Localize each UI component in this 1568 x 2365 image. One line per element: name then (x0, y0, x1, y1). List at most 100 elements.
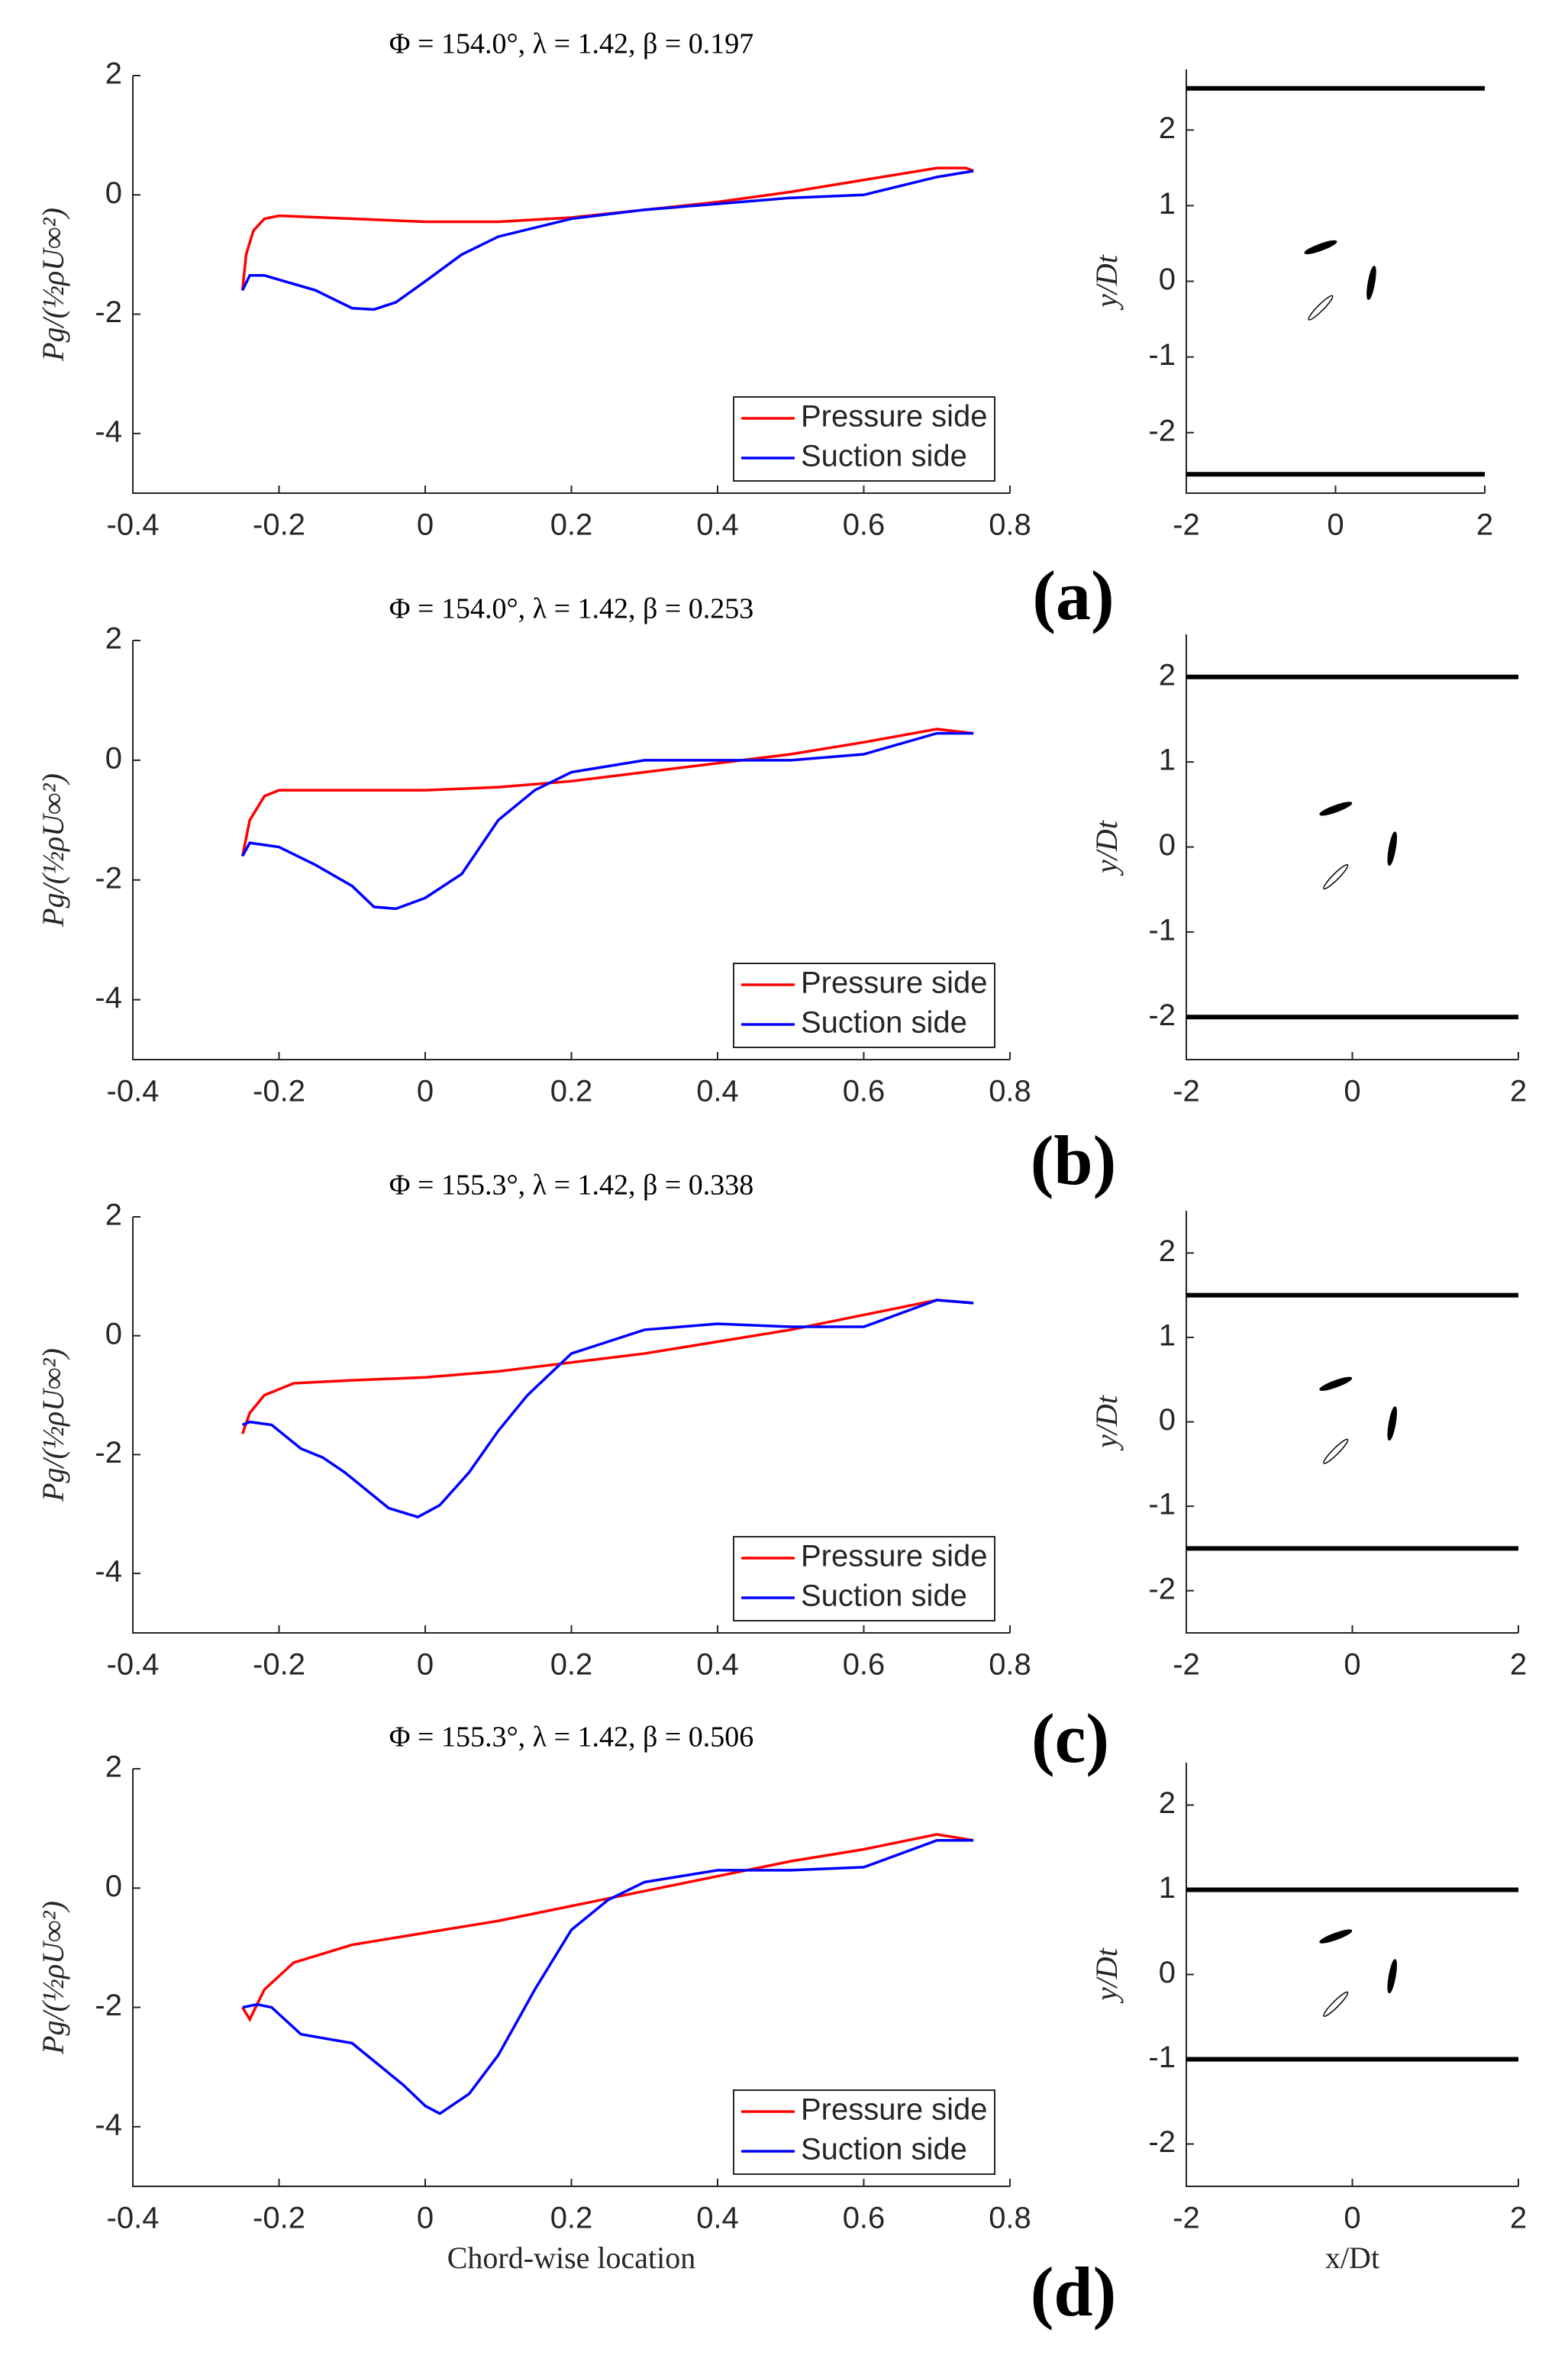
y-tick-label: 2 (105, 57, 122, 91)
y-tick-label: 0 (1159, 1956, 1176, 1989)
x-tick-label: -2 (1173, 2202, 1200, 2235)
y-tick-label: 1 (1159, 744, 1176, 777)
x-tick-label: -0.4 (107, 2202, 160, 2235)
y-axis-label: Pg/(½ρU∞²) (36, 773, 70, 928)
y-tick-label: -2 (95, 1436, 122, 1470)
y-tick-label: -1 (1148, 1488, 1176, 1521)
x-tick-label: -2 (1173, 1075, 1200, 1108)
x-tick-label: -0.2 (253, 1075, 305, 1108)
x-tick-label: 2 (1510, 1075, 1527, 1108)
x-axis-label: Chord-wise location (447, 2241, 696, 2275)
blade (1319, 1376, 1353, 1391)
y-tick-label: 0 (105, 1870, 122, 1903)
x-tick-label: 0.6 (843, 508, 886, 542)
x-tick-label: 0.6 (843, 1075, 886, 1108)
y-axis-label: Pg/(½ρU∞²) (36, 208, 70, 362)
chart-title: Φ = 154.0°, λ = 1.42, β = 0.197 (389, 28, 754, 60)
blade (1323, 1991, 1349, 2017)
x-tick-label: 2 (1510, 2202, 1527, 2235)
x-tick-label: -2 (1173, 1648, 1200, 1682)
axis-frame (1186, 634, 1518, 1060)
y-tick-label: -4 (95, 1555, 122, 1589)
legend-box (733, 1536, 995, 1621)
legend-box (733, 963, 995, 1048)
y-tick-label: 1 (1159, 1318, 1176, 1352)
blade (1387, 1959, 1397, 1994)
series-line (242, 1839, 974, 2115)
y-tick-label: -2 (1148, 2125, 1176, 2159)
y-tick-label: -2 (95, 861, 122, 895)
x-tick-label: 0.2 (550, 1075, 593, 1108)
series-line (241, 1299, 974, 1519)
blade (1366, 266, 1376, 300)
blade (1308, 295, 1334, 321)
panel-label: (c) (1031, 1699, 1109, 1777)
x-tick-label: 0 (1344, 1075, 1360, 1108)
y-tick-label: -4 (95, 2108, 122, 2141)
x-tick-label: 0 (417, 1075, 434, 1108)
legend-label: Suction side (801, 1579, 967, 1613)
legend-label: Pressure side (801, 1540, 988, 1573)
y-tick-label: 2 (105, 1199, 122, 1232)
y-tick-label: 0 (1159, 828, 1176, 862)
panel-label: (b) (1031, 1121, 1116, 1199)
blade (1304, 240, 1337, 255)
x-tick-label: 0.8 (989, 2202, 1031, 2235)
chart-title: Φ = 155.3°, λ = 1.42, β = 0.506 (389, 1721, 754, 1754)
blade (1323, 863, 1349, 890)
x-tick-label: -0.4 (107, 1075, 160, 1108)
x-tick-label: 0.4 (696, 1648, 739, 1682)
legend-label: Suction side (801, 2133, 967, 2167)
y-tick-label: -2 (1148, 1572, 1176, 1605)
x-tick-label: 0 (1327, 508, 1344, 542)
x-tick-label: -0.4 (107, 1648, 160, 1682)
legend-label: Suction side (801, 1006, 967, 1040)
y-tick-label: -2 (1148, 414, 1176, 447)
y-tick-label: -1 (1148, 913, 1176, 947)
x-tick-label: 0.2 (550, 2202, 593, 2235)
x-axis-label: x/Dt (1325, 2241, 1379, 2275)
series-line (240, 166, 974, 291)
x-tick-label: 0.6 (843, 1648, 886, 1682)
x-tick-label: 0.2 (550, 1648, 593, 1682)
y-tick-label: 0 (105, 741, 122, 775)
x-tick-label: -0.2 (253, 1648, 305, 1682)
y-axis-label: y/Dt (1089, 1947, 1124, 2004)
x-tick-label: 0.4 (696, 2202, 739, 2235)
blade (1387, 831, 1397, 866)
y-axis-label: y/Dt (1089, 820, 1124, 876)
y-tick-label: 2 (1159, 111, 1176, 145)
y-tick-label: 0 (1159, 1403, 1176, 1437)
chart-title: Φ = 155.3°, λ = 1.42, β = 0.338 (389, 1170, 754, 1202)
y-tick-label: 1 (1159, 1871, 1176, 1905)
x-tick-label: 0.6 (843, 2202, 886, 2235)
y-tick-label: -2 (95, 1989, 122, 2022)
y-tick-label: -2 (95, 295, 122, 329)
panel-label: (a) (1032, 557, 1114, 634)
y-tick-label: 2 (1159, 658, 1176, 692)
y-tick-label: -2 (1148, 999, 1176, 1032)
y-tick-label: 2 (1159, 1786, 1176, 1820)
x-tick-label: 0.2 (550, 508, 593, 542)
series-line (241, 731, 974, 911)
x-tick-label: 0.8 (989, 1648, 1031, 1682)
y-axis-label: y/Dt (1089, 1395, 1124, 1451)
y-axis-label: Pg/(½ρU∞²) (36, 1348, 70, 1502)
series-line (241, 1833, 974, 2022)
y-tick-label: 2 (105, 622, 122, 656)
series-line (240, 1299, 974, 1434)
legend-box (733, 2089, 995, 2175)
blade (1323, 1438, 1349, 1464)
y-tick-label: 0 (1159, 263, 1176, 296)
x-tick-label: 2 (1510, 1648, 1527, 1682)
y-tick-label: 0 (105, 1317, 122, 1350)
legend-label: Suction side (801, 440, 967, 473)
legend-label: Pressure side (801, 966, 988, 1000)
y-tick-label: -1 (1148, 338, 1176, 372)
legend-label: Pressure side (801, 400, 988, 434)
axis-frame (1186, 1763, 1518, 2187)
chart-title: Φ = 154.0°, λ = 1.42, β = 0.253 (389, 593, 754, 625)
blade (1387, 1406, 1397, 1441)
y-axis-label: Pg/(½ρU∞²) (36, 1901, 70, 2055)
